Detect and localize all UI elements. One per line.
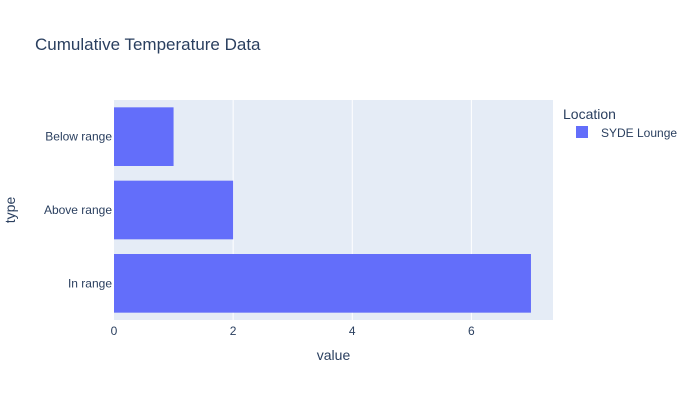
legend-label-syde-lounge[interactable]: SYDE Lounge xyxy=(601,126,677,140)
y-tick-label: Below range xyxy=(45,130,112,144)
bar-above-range[interactable] xyxy=(114,180,234,240)
bar-below-range[interactable] xyxy=(114,107,174,166)
x-tick-labels: 0 2 4 6 xyxy=(111,324,475,338)
y-tick-label: In range xyxy=(68,276,112,290)
y-tick-label: Above range xyxy=(44,203,112,217)
x-tick-label: 0 xyxy=(111,324,118,338)
legend-swatch[interactable] xyxy=(576,126,588,138)
x-axis-title: value xyxy=(317,347,351,363)
legend-title: Location xyxy=(563,106,616,122)
x-tick-label: 4 xyxy=(349,324,356,338)
x-tick-label: 2 xyxy=(230,324,237,338)
legend: Location SYDE Lounge xyxy=(563,106,677,140)
bars xyxy=(114,107,531,313)
chart-title: Cumulative Temperature Data xyxy=(35,35,261,54)
y-tick-labels: In range Above range Below range xyxy=(44,130,112,291)
y-axis-title: type xyxy=(2,197,18,224)
x-tick-label: 6 xyxy=(468,324,475,338)
bar-in-range[interactable] xyxy=(114,254,531,313)
